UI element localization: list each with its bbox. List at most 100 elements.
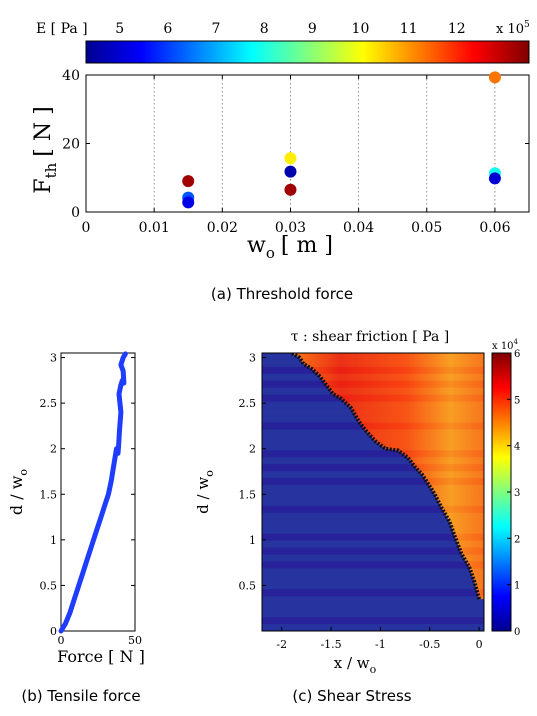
x-ticks-c: -2 -1.5 -1 -0.5 0 [276, 627, 483, 651]
y-tick-label-c: 1.5 [239, 488, 257, 501]
heatmap-band [262, 471, 484, 479]
heatmap-band [262, 366, 484, 374]
caption-b: (b) Tensile force [21, 687, 140, 705]
y-tick-label-b: 0 [50, 625, 57, 638]
caption-c: (c) Shear Stress [292, 687, 411, 705]
y-tick-label: 0 [71, 205, 80, 221]
heatmap-band [262, 554, 484, 562]
x-tick-label-c: -1 [375, 638, 386, 651]
colorbar-tick-labels: 5 6 7 8 9 10 11 12 [115, 21, 465, 37]
colorbar-bar [85, 40, 530, 64]
data-points [182, 71, 501, 209]
heatmap-band [262, 394, 484, 402]
x-tick-label-b: 0 [58, 634, 65, 647]
heatmap-band [262, 561, 484, 569]
y-axis-label-b: d / wo [7, 469, 30, 516]
heatmap-band [262, 610, 484, 618]
heatmap-band [262, 408, 484, 416]
x-tick-label: 0.05 [411, 220, 442, 236]
x-ticks: 0 0.01 0.02 0.03 0.04 0.05 0.06 [82, 75, 511, 236]
colorbar-tick-label: 11 [400, 21, 418, 37]
y-tick-label-c: 2 [249, 443, 256, 456]
heatmap-band [262, 624, 484, 631]
heatmap-band [262, 540, 484, 548]
x-tick-label-c: -2 [276, 638, 287, 651]
heatmap-band [262, 457, 484, 465]
heatmap-band [262, 485, 484, 492]
data-point [488, 71, 501, 84]
heatmap-band [262, 443, 484, 451]
x-tick-label: 0.01 [139, 220, 170, 236]
x-tick-label: 0.03 [275, 220, 306, 236]
y-tick-label-c: 0.5 [239, 579, 257, 592]
heatmap-band [262, 547, 484, 555]
colorbar-c-tick-label: 6 [514, 349, 520, 360]
heatmap-band [262, 464, 484, 472]
colorbar-tick-label: 9 [308, 21, 317, 37]
heatmap-band [262, 373, 484, 381]
y-tick-label-c: 1 [249, 534, 256, 547]
heatmap-band [262, 505, 484, 513]
y-tick-label-c: 3 [249, 352, 256, 365]
heatmap-band [262, 380, 484, 388]
y-axis-label-c: d / wo [194, 470, 216, 514]
y-ticks-c: 0.5 1 1.5 2 2.5 3 [239, 352, 266, 592]
colorbar-tick-label: 6 [163, 21, 172, 37]
colorbar-c-tick-label: 2 [514, 534, 520, 545]
heatmap-band [262, 492, 484, 499]
colorbar-tick-label: 10 [352, 21, 370, 37]
colorbar-c-tick-label: 3 [514, 488, 520, 499]
heatmap-bands [262, 353, 484, 631]
heatmap-band [262, 575, 484, 583]
x-tick-label: 0 [82, 220, 91, 236]
data-point [182, 196, 195, 209]
heatmap-band [262, 533, 484, 541]
heatmap-frame [261, 352, 485, 632]
heatmap-band [262, 582, 484, 590]
y-tick-label-b: 1 [50, 534, 57, 547]
y-ticks-b: 0 0.5 1 1.5 2 2.5 3 [40, 352, 135, 638]
data-point [182, 175, 195, 188]
x-tick-label-b: 50 [128, 634, 142, 647]
panel-shear-stress: τ : shear friction [ Pa ] -2 -1.5 -1 -0.5 0 … [194, 329, 520, 705]
panel-threshold-force: E [ Pa ] 5 6 7 8 9 10 11 12 x 105 0 0.01 0.02 0.03… [31, 20, 530, 303]
colorbar-c-tick-label: 1 [514, 581, 520, 592]
heatmap-band [262, 589, 484, 597]
y-tick-label-b: 2.5 [40, 397, 58, 410]
heatmap-band [262, 401, 484, 409]
colorbar-tick-label: 12 [448, 21, 466, 37]
heatmap-band [262, 603, 484, 611]
x-tick-label: 0.04 [343, 220, 374, 236]
y-tick-label-b: 1.5 [40, 488, 58, 501]
tensile-force-curve [58, 351, 128, 634]
plot-area [85, 74, 530, 213]
heatmap-title: τ : shear friction [ Pa ] [291, 329, 450, 345]
colorbar-c-tick-label: 0 [514, 627, 520, 638]
heatmap-band [262, 429, 484, 437]
colorbar-c-exponent: x 104 [492, 338, 519, 352]
colorbar-tick-label: 8 [260, 21, 269, 37]
x-tick-label-c: 0 [476, 638, 483, 651]
colorbar-c-tick-label: 5 [514, 395, 520, 406]
colorbar-label: E [ Pa ] [36, 21, 88, 37]
heatmap-band [262, 617, 484, 625]
data-point [284, 183, 297, 196]
y-tick-label-b: 3 [50, 352, 57, 365]
colorbar-c-tick-label: 4 [514, 442, 520, 453]
x-axis-label-c: x / wo [334, 654, 377, 676]
heatmap-band [262, 478, 484, 486]
x-axis-label: wo[ m ] [247, 233, 333, 262]
heatmap-band [262, 512, 484, 520]
heatmap-band [262, 498, 484, 506]
colorbar-tick-label: 7 [212, 21, 221, 37]
heatmap-band [262, 422, 484, 430]
y-tick-label-b: 0.5 [40, 579, 58, 592]
x-tick-label-c: -1.5 [320, 638, 341, 651]
x-tick-label: 0.06 [479, 220, 510, 236]
heatmap-band [262, 387, 484, 395]
y-tick-label-b: 2 [50, 443, 57, 456]
heatmap-band [262, 526, 484, 534]
data-point [284, 152, 297, 165]
heatmap-band [262, 415, 484, 423]
